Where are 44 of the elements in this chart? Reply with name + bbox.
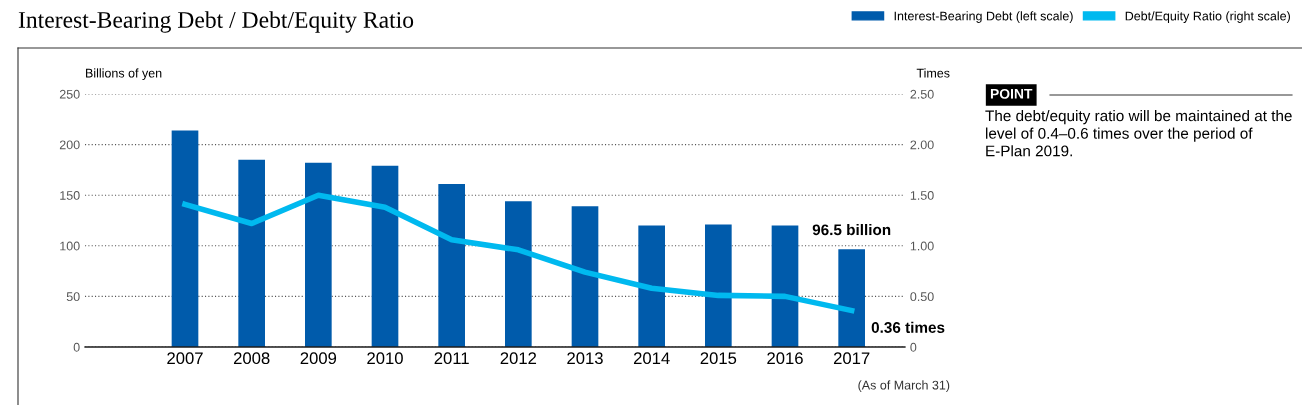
y-axis-title: Billions of yen [86,68,162,80]
bar [705,224,732,347]
x-tick-label: 2017 [833,352,870,365]
x-tick-label: 2015 [700,352,737,365]
legend-label: Interest-Bearing Debt (left scale) [894,11,1073,23]
y2-tick-label: 2.50 [910,89,934,99]
data-label: 96.5 billion [812,223,891,236]
x-tick-label: 2011 [434,352,469,365]
bar [505,201,532,347]
bar [371,165,399,347]
x-tick-label: 2010 [367,352,403,365]
bar [238,159,265,347]
y2-tick-label: 0 [910,342,917,352]
text: (As of March 31) [858,380,950,392]
bar [305,162,332,347]
text: The debt/equity ratio will be maintained at the level of 0.4–0.6 times over the period of E-Plan 2019. [985,110,1292,157]
bar [438,184,465,347]
y-tick-label: 150 [60,191,80,200]
text: POINT [990,88,1033,99]
data-label: 0.36 times [871,321,945,333]
x-tick-label: 2016 [767,352,803,365]
y2-tick-label: 2.00 [910,140,934,150]
x-tick-label: 2008 [233,352,270,365]
bar [838,249,865,347]
x-tick-label: 2009 [300,352,337,365]
y2-tick-label: 1.00 [910,241,934,251]
y-tick-label: 200 [59,140,80,150]
y-tick-label: 250 [59,89,80,99]
chart-title: Interest-Bearing Debt / Debt/Equity Ratio [18,11,414,33]
bar [638,225,665,347]
bar [771,225,799,347]
bar [171,130,199,347]
y2-tick-label: 1.50 [910,191,934,200]
x-tick-label: 2007 [167,352,203,365]
y-tick-label: 50 [66,292,80,302]
legend-label: Debt/Equity Ratio (right scale) [1125,11,1290,23]
y2-tick-label: 0.50 [910,292,934,302]
x-tick-label: 2013 [567,352,603,365]
y2-axis-title: Times [916,68,950,78]
x-tick-label: 2014 [633,352,670,365]
y-tick-label: 0 [73,342,80,352]
x-tick-label: 2012 [500,352,537,365]
y-tick-label: 100 [60,241,80,251]
bar [571,206,599,347]
